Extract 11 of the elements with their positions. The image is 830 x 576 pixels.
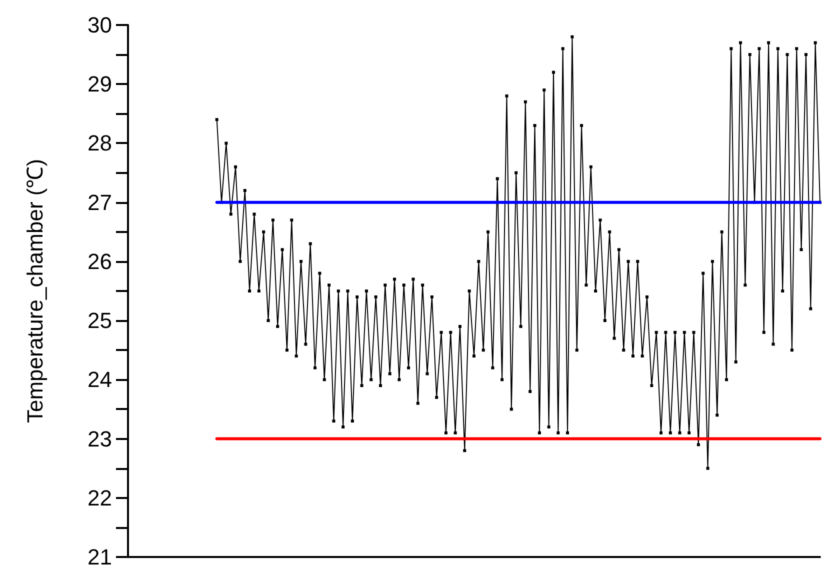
- y-tick-label: 21: [88, 544, 112, 570]
- y-tick-label: 22: [88, 485, 112, 510]
- y-tick-label: 24: [88, 367, 112, 392]
- y-tick-label: 23: [88, 426, 112, 452]
- y-tick-label: 30: [88, 12, 112, 38]
- y-tick-label: 29: [88, 72, 112, 97]
- y-tick-label: 27: [88, 190, 112, 215]
- y-axis-title: Temperature_chamber (℃): [22, 158, 48, 424]
- y-tick-label: 25: [88, 308, 112, 334]
- y-tick-label: 26: [88, 248, 112, 274]
- y-tick-label: 28: [88, 130, 112, 156]
